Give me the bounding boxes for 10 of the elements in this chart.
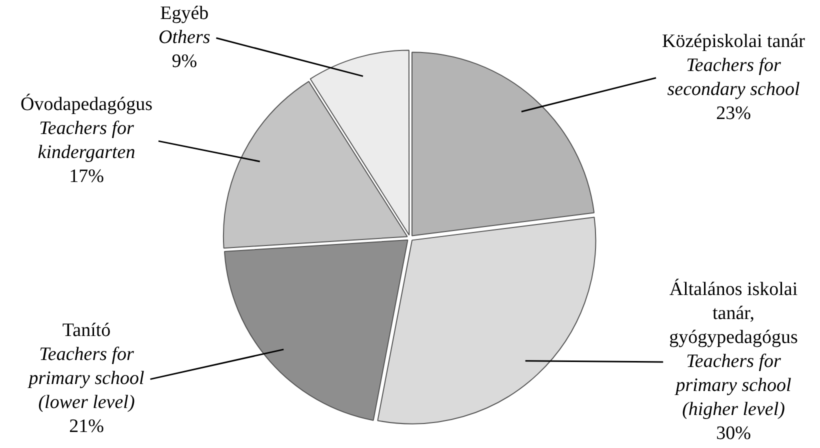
data-label: 9% (172, 50, 198, 72)
data-label: 21% (69, 416, 104, 438)
data-label: 30% (716, 422, 752, 444)
slice-label: Általános iskolai tanár, gyógypedagógus Teachers for primary school (higher level) (669, 278, 798, 420)
slice-label: Középiskolai tanár Teachers for secondary school (662, 30, 806, 100)
slice-label: Egyéb Others (158, 2, 210, 48)
slice-label: Tanító Teachers for primary school (lower level) (26, 320, 144, 414)
data-label: 17% (69, 166, 104, 188)
data-label: 23% (716, 102, 752, 124)
slice-label: Óvodapedagógus Teachers for kindergarten (20, 93, 152, 164)
